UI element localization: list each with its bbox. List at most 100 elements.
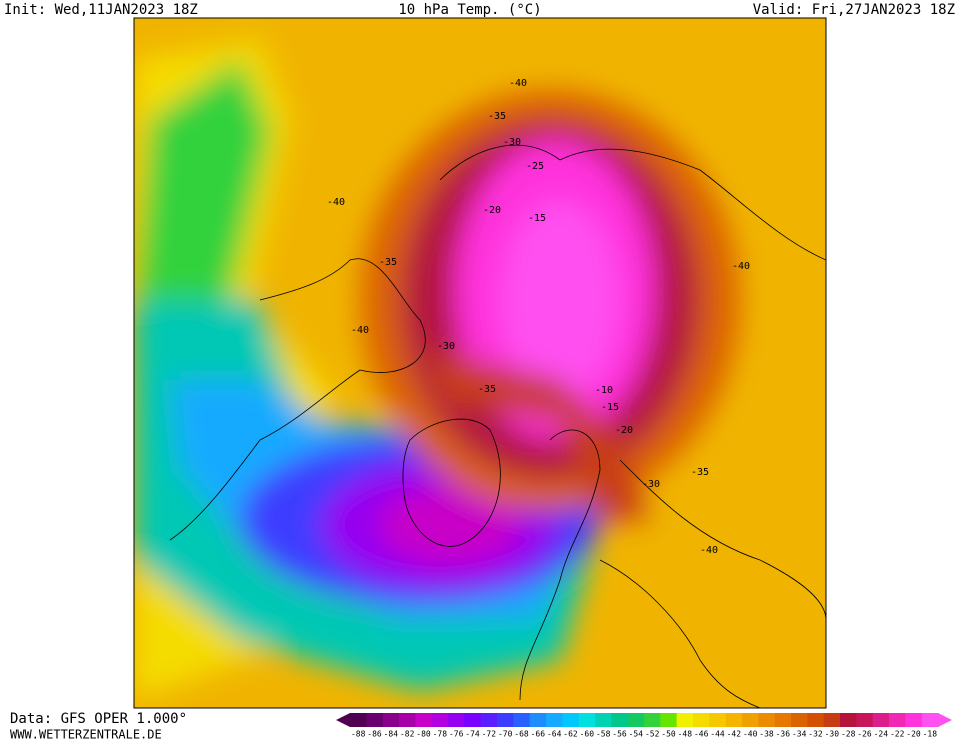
scale-label: -62: [563, 730, 578, 739]
scale-swatch: [448, 713, 465, 727]
contour-label: -20: [483, 205, 501, 216]
scale-swatch: [872, 713, 890, 727]
scale-label: -56: [612, 730, 627, 739]
scale-swatch: [350, 713, 367, 727]
contour-label: -40: [700, 545, 718, 556]
scale-swatch: [399, 713, 416, 727]
scale-arrow-left: [336, 713, 350, 727]
scale-label: -48: [678, 730, 693, 739]
scale-swatch: [840, 713, 857, 727]
scale-swatch: [921, 713, 939, 727]
scale-swatch: [644, 713, 661, 727]
scale-label: -24: [874, 730, 889, 739]
scale-swatch: [660, 713, 678, 727]
scale-swatch: [611, 713, 629, 727]
valid-time: Valid: Fri,27JAN2023 18Z: [753, 2, 955, 18]
map-frame: [133, 17, 827, 709]
contour-label: -40: [509, 78, 527, 89]
scale-label: -88: [351, 730, 366, 739]
scale-label: -26: [857, 730, 872, 739]
scale-label: -36: [776, 730, 791, 739]
contour-label: -20: [615, 425, 633, 436]
scale-swatch: [562, 713, 580, 727]
scale-label: -64: [547, 730, 562, 739]
scale-label: -84: [384, 730, 399, 739]
scale-swatch: [415, 713, 433, 727]
scale-label: -42: [727, 730, 742, 739]
contour-label: -25: [526, 161, 544, 172]
scale-label: -46: [694, 730, 709, 739]
contour-label: -30: [437, 341, 455, 352]
scale-swatch: [889, 713, 906, 727]
scale-swatch: [856, 713, 874, 727]
scale-label: -70: [498, 730, 513, 739]
scale-label: -34: [792, 730, 807, 739]
scale-label: -86: [367, 730, 382, 739]
scale-arrow-right: [938, 713, 952, 727]
scale-label: -50: [661, 730, 676, 739]
scale-swatch: [742, 713, 759, 727]
scale-swatch: [480, 713, 498, 727]
contour-label: -35: [379, 257, 397, 268]
scale-swatch: [382, 713, 400, 727]
scale-swatch: [546, 713, 563, 727]
scale-label: -30: [825, 730, 840, 739]
scale-swatch: [774, 713, 792, 727]
scale-swatch: [905, 713, 923, 727]
scale-label: -52: [645, 730, 660, 739]
map: [134, 18, 826, 708]
scale-label: -54: [629, 730, 644, 739]
contour-labels: -40 -35 -30 -25 -20 -15 -40 -35 -40 -40 …: [327, 78, 750, 556]
coastlines: [169, 144, 826, 708]
scale-swatch: [676, 713, 694, 727]
contour-label: -10: [595, 385, 613, 396]
scale-swatch: [529, 713, 547, 727]
scale-swatch: [693, 713, 710, 727]
contour-label: -40: [327, 197, 345, 208]
scale-label: -20: [906, 730, 921, 739]
scale-label: -80: [416, 730, 431, 739]
scale-swatch: [595, 713, 612, 727]
scale-label: -22: [890, 730, 905, 739]
scale-swatch: [464, 713, 482, 727]
data-source: Data: GFS OPER 1.000°: [10, 711, 187, 727]
scale-label: -38: [759, 730, 774, 739]
scale-label: -74: [465, 730, 480, 739]
scale-label: -68: [514, 730, 529, 739]
contour-label: -15: [601, 402, 619, 413]
scale-swatch: [513, 713, 531, 727]
scale-swatch: [791, 713, 808, 727]
contour-label: -35: [478, 384, 496, 395]
scale-swatch: [366, 713, 384, 727]
scale-label: -78: [433, 730, 448, 739]
scale-swatch: [725, 713, 743, 727]
scale-label: -32: [808, 730, 823, 739]
contour-label: -40: [351, 325, 369, 336]
scale-swatch: [758, 713, 776, 727]
scale-swatch: [709, 713, 727, 727]
scale-label: -60: [580, 730, 595, 739]
contour-label: -15: [528, 213, 546, 224]
contour-label: -30: [642, 479, 660, 490]
scale-label: -44: [710, 730, 725, 739]
scale-label: -40: [743, 730, 758, 739]
color-scale: -88 -86 -84 -82 -80 -78 -76 -74 -72 -70 -68 -66 -64-…: [336, 713, 952, 739]
contour-label: -35: [488, 111, 506, 122]
map-title: 10 hPa Temp. (°C): [398, 2, 541, 18]
website: WWW.WETTERZENTRALE.DE: [10, 728, 162, 741]
contour-label: -40: [732, 261, 750, 272]
scale-label: -76: [449, 730, 464, 739]
scale-label: -28: [841, 730, 856, 739]
scale-label: -18: [923, 730, 938, 739]
scale-swatch: [497, 713, 514, 727]
scale-swatch: [823, 713, 841, 727]
scale-label: -82: [400, 730, 415, 739]
scale-swatch: [807, 713, 825, 727]
scale-label: -58: [596, 730, 611, 739]
contour-label: -35: [691, 467, 709, 478]
scale-swatch: [578, 713, 596, 727]
scale-swatch: [627, 713, 645, 727]
contour-label: -30: [503, 137, 521, 148]
init-time: Init: Wed,11JAN2023 18Z: [4, 2, 198, 18]
